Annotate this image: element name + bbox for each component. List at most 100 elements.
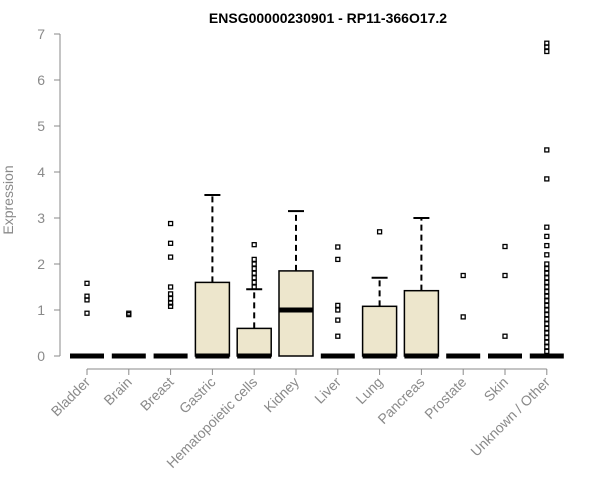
outlier-point [84,310,90,316]
outlier-point [251,279,257,286]
x-tick-label: Breast [137,374,177,414]
box-hematopoietic-cells [236,242,272,359]
outlier-point [544,224,550,230]
outlier-point [544,270,550,276]
box-lung [361,229,398,359]
outlier-point [167,295,174,302]
outlier-point [544,40,550,46]
x-tick-label: Kidney [261,374,303,416]
outlier-point [544,252,550,258]
outlier-point [544,311,550,318]
box-brain [111,310,146,359]
outlier-point [544,334,550,341]
outlier-point [544,279,550,286]
outlier-point [544,265,550,272]
outlier-point [544,302,550,309]
y-tick-label: 2 [37,256,45,272]
outlier-point [335,317,341,323]
outlier-point [544,321,550,327]
box-kidney [278,210,314,357]
outlier-point [544,348,550,355]
outlier-point [544,284,550,290]
x-tick-label: Lung [352,374,385,407]
outlier-point [84,293,90,299]
outlier-point [84,280,90,286]
y-tick-label: 4 [37,164,45,180]
box-skin [488,243,522,359]
box-breast [153,220,188,359]
outlier-point [460,314,466,320]
outlier-point [544,242,550,249]
box-prostate [446,272,481,359]
box-iqr [361,305,398,357]
outlier-point [335,333,341,339]
x-tick-label: Bladder [48,374,94,420]
x-tick-label: Unknown / Other [467,374,553,460]
outlier-point [376,229,383,235]
y-tick-label: 5 [37,118,45,134]
outlier-point [167,240,174,246]
outlier-point [167,303,174,309]
box-iqr [278,270,314,357]
outlier-point [544,233,550,240]
outlier-point [502,243,508,250]
y-tick-label: 1 [37,302,45,318]
y-tick-label: 0 [37,348,45,364]
x-tick-label: Skin [481,374,512,405]
box-unknown-other [529,40,564,359]
outlier-point [126,310,132,316]
outlier-point [502,272,508,279]
outlier-point [544,275,550,281]
box-series [70,40,564,359]
box-pancreas [403,217,440,359]
outlier-point [251,261,257,267]
outlier-point [335,244,341,250]
outlier-point [167,254,174,260]
outlier-point [544,339,550,345]
outlier-point [544,325,550,332]
y-axis: 0 1 2 3 4 5 6 7 [37,26,61,364]
outlier-point [544,330,550,336]
outlier-point [544,307,550,313]
x-tick-label: Prostate [421,374,469,422]
x-tick-label: Liver [311,374,344,407]
outlier-point [251,242,257,248]
outlier-point [251,275,257,281]
outlier-point [460,272,466,279]
outlier-point [544,147,550,153]
outlier-point [544,288,550,295]
outlier-point [544,316,550,322]
outlier-point [251,265,257,272]
y-tick-label: 7 [37,26,45,42]
outlier-point [544,48,550,55]
outlier-point [167,220,174,227]
outlier-point [502,333,508,339]
box-iqr [403,289,440,357]
outlier-point [544,298,550,304]
outlier-point [251,256,257,263]
box-iqr [236,327,272,357]
outlier-point [251,270,257,276]
outlier-point [544,344,550,350]
outlier-point [544,293,550,299]
box-bladder [70,280,104,359]
outlier-point [544,176,550,182]
x-tick-label: Brain [100,374,134,408]
box-liver [320,244,355,359]
y-tick-label: 6 [37,72,45,88]
box-gastric [194,194,231,359]
y-axis-label: Expression [0,165,16,234]
outlier-point [335,307,341,313]
outlier-point [335,256,341,263]
chart-title: ENSG00000230901 - RP11-366O17.2 [209,10,447,26]
outlier-point [167,291,174,297]
outlier-point [167,300,174,306]
outlier-point [544,261,550,267]
y-tick-label: 3 [37,210,45,226]
outlier-point [335,302,341,309]
outlier-point [251,284,257,290]
outlier-point [167,284,174,290]
box-iqr [194,281,231,357]
